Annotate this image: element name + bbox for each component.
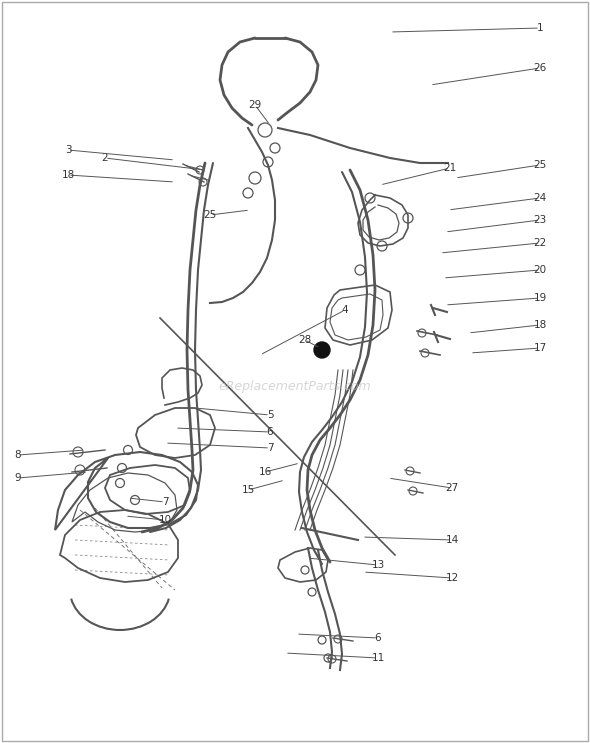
Text: 16: 16 xyxy=(258,467,271,477)
Text: 13: 13 xyxy=(371,560,385,570)
Text: 1: 1 xyxy=(537,23,543,33)
Text: 2: 2 xyxy=(101,153,109,163)
Text: 7: 7 xyxy=(162,497,168,507)
Text: 8: 8 xyxy=(15,450,21,460)
Text: 18: 18 xyxy=(533,320,546,330)
Text: 18: 18 xyxy=(61,170,74,180)
Text: 29: 29 xyxy=(248,100,261,110)
Text: 6: 6 xyxy=(267,427,273,437)
Text: 27: 27 xyxy=(445,483,458,493)
Text: 23: 23 xyxy=(533,215,546,225)
Text: 10: 10 xyxy=(159,515,172,525)
Text: 20: 20 xyxy=(533,265,546,275)
Text: 7: 7 xyxy=(267,443,273,453)
Text: 12: 12 xyxy=(445,573,458,583)
Text: 15: 15 xyxy=(241,485,255,495)
Circle shape xyxy=(314,342,330,358)
Text: 14: 14 xyxy=(445,535,458,545)
Text: 25: 25 xyxy=(204,210,217,220)
Text: 11: 11 xyxy=(371,653,385,663)
Text: 22: 22 xyxy=(533,238,546,248)
Text: 26: 26 xyxy=(533,63,546,73)
Text: 28: 28 xyxy=(299,335,312,345)
Text: 21: 21 xyxy=(443,163,457,173)
Text: 3: 3 xyxy=(65,145,71,155)
Text: eReplacementParts.com: eReplacementParts.com xyxy=(219,380,371,393)
Text: 19: 19 xyxy=(533,293,546,303)
Text: 5: 5 xyxy=(267,410,273,420)
Text: 6: 6 xyxy=(375,633,381,643)
Text: 25: 25 xyxy=(533,160,546,170)
Text: 9: 9 xyxy=(15,473,21,483)
Text: 4: 4 xyxy=(342,305,348,315)
Text: 17: 17 xyxy=(533,343,546,353)
Text: 24: 24 xyxy=(533,193,546,203)
